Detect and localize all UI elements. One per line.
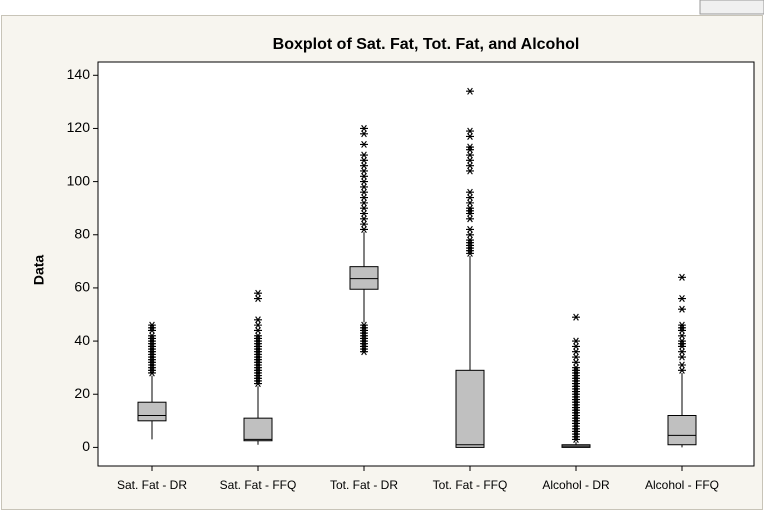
outlier <box>466 225 474 233</box>
outlier <box>678 366 686 374</box>
outlier <box>466 151 474 159</box>
outlier <box>360 199 368 207</box>
outlier <box>572 337 580 345</box>
x-tick-label: Tot. Fat - DR <box>330 478 398 492</box>
outlier <box>466 143 474 151</box>
outlier <box>572 313 580 321</box>
outlier <box>466 127 474 135</box>
outlier <box>360 178 368 186</box>
outlier <box>678 353 686 361</box>
x-tick-label: Alcohol - FFQ <box>645 478 719 492</box>
outlier <box>466 132 474 140</box>
outlier <box>466 162 474 170</box>
outlier <box>360 130 368 138</box>
outlier <box>360 194 368 202</box>
outlier <box>254 321 262 329</box>
outlier <box>466 231 474 239</box>
outlier <box>254 332 262 340</box>
outlier <box>572 364 580 372</box>
outlier <box>678 348 686 356</box>
outlier <box>254 295 262 303</box>
y-tick-label: 20 <box>74 385 90 401</box>
outlier <box>254 326 262 334</box>
x-tick-label: Sat. Fat - DR <box>117 478 187 492</box>
outlier <box>360 162 368 170</box>
y-tick-label: 100 <box>67 172 91 188</box>
outlier <box>148 321 156 329</box>
outlier <box>678 337 686 345</box>
outlier <box>466 236 474 244</box>
outlier <box>466 194 474 202</box>
y-tick-label: 60 <box>74 279 90 295</box>
outlier <box>360 167 368 175</box>
outlier <box>360 204 368 212</box>
x-tick-label: Alcohol - DR <box>542 478 610 492</box>
outlier <box>572 353 580 361</box>
outlier <box>678 361 686 369</box>
outlier <box>572 358 580 366</box>
outlier <box>572 348 580 356</box>
outlier <box>360 183 368 191</box>
box <box>349 266 379 290</box>
outlier <box>360 209 368 218</box>
outlier <box>360 321 368 329</box>
y-tick-label: 140 <box>67 66 91 82</box>
box <box>137 401 167 422</box>
box <box>455 369 485 448</box>
outlier <box>466 215 474 223</box>
y-tick-label: 120 <box>67 119 91 135</box>
outlier <box>254 289 262 297</box>
outlier <box>466 156 474 164</box>
outlier <box>572 342 580 350</box>
y-tick-label: 40 <box>74 332 90 348</box>
x-tick-label: Tot. Fat - FFQ <box>433 478 508 492</box>
outlier <box>466 167 474 175</box>
y-tick-label: 80 <box>74 225 90 241</box>
outlier <box>360 220 368 228</box>
outlier <box>360 156 368 164</box>
outlier <box>466 87 474 95</box>
plot-area <box>97 61 755 467</box>
outlier <box>466 199 474 207</box>
y-tick-label: 0 <box>82 438 90 454</box>
outlier <box>678 295 686 303</box>
outlier <box>360 172 368 180</box>
outlier <box>360 140 368 148</box>
outlier <box>466 204 474 212</box>
outlier <box>360 215 368 223</box>
outlier <box>254 316 262 324</box>
outlier <box>678 305 686 313</box>
x-tick-label: Sat. Fat - FFQ <box>220 478 297 492</box>
outlier <box>466 188 474 196</box>
tab <box>699 0 764 15</box>
box <box>243 417 273 442</box>
outlier <box>678 332 686 340</box>
chart-title: Boxplot of Sat. Fat, Tot. Fat, and Alcoh… <box>273 36 580 53</box>
outlier <box>678 321 686 329</box>
outlier <box>360 151 368 159</box>
outlier <box>360 225 368 233</box>
y-axis-label: Data <box>31 255 47 286</box>
outlier <box>148 332 156 340</box>
outlier <box>678 273 686 281</box>
outlier <box>360 188 368 196</box>
box <box>667 415 697 446</box>
outlier <box>360 124 368 132</box>
